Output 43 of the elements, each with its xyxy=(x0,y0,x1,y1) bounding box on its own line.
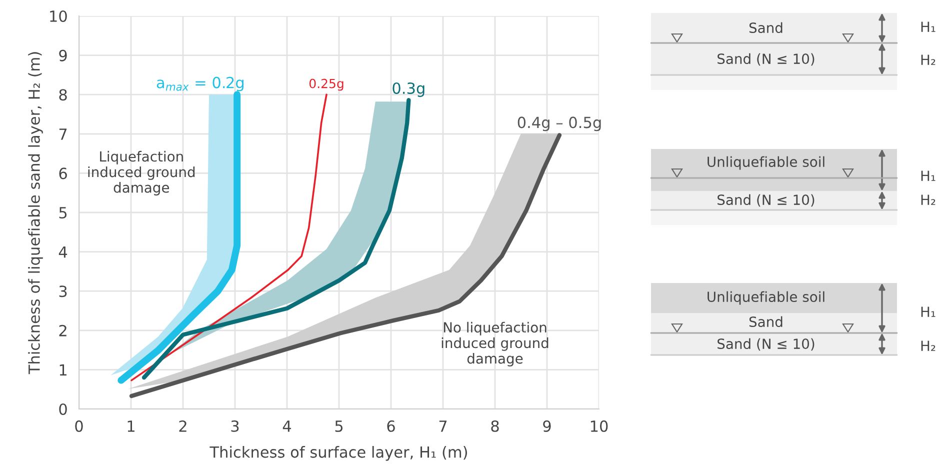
y-tick-label: 6 xyxy=(59,168,67,180)
x-tick-label: 2 xyxy=(179,420,186,432)
x-tick-label: 10 xyxy=(590,420,608,432)
text: Sand xyxy=(749,316,782,328)
x-axis-title: Thickness of surface layer, H₁ (m) xyxy=(210,446,467,461)
y-axis-title: Thickness of liquefiable sand layer, H₂ (m) xyxy=(28,52,43,374)
y-tick-label: 10 xyxy=(50,10,67,22)
x-tick-label: 1 xyxy=(128,420,134,432)
y-tick-label: 4 xyxy=(58,246,68,258)
y-tick-label: 5 xyxy=(59,207,67,219)
text: H₂ xyxy=(921,340,936,351)
text: Sand xyxy=(749,22,782,34)
text: H₂ xyxy=(921,54,936,65)
text: H₁ xyxy=(921,22,936,32)
text: Unliquefiable soil xyxy=(708,291,824,305)
series-label: a$_{max}$ = 0.2g xyxy=(156,76,244,92)
annotation: Liquefaction induced ground damage xyxy=(88,150,195,196)
y-tick-label: 9 xyxy=(59,50,67,62)
text: Unliquefiable soil xyxy=(708,156,824,170)
text: Sand (N ≤ 10) xyxy=(718,194,814,207)
series-label: 0.25g xyxy=(309,78,344,91)
y-tick-label: 3 xyxy=(59,286,67,298)
y-tick-label: 2 xyxy=(59,324,66,336)
y-tick-label: 0 xyxy=(59,403,67,416)
x-tick-label: 6 xyxy=(387,420,395,432)
x-tick-label: 9 xyxy=(543,420,551,432)
x-tick-label: 8 xyxy=(491,420,499,432)
x-tick-label: 7 xyxy=(439,420,447,432)
text: Sand (N ≤ 10) xyxy=(718,338,814,351)
text: Sand (N ≤ 10) xyxy=(718,53,814,66)
series-label: 0.3g xyxy=(392,82,424,97)
x-tick-label: 0 xyxy=(75,420,83,432)
text: H₁ xyxy=(921,306,936,317)
x-tick-label: 3 xyxy=(231,420,239,432)
y-tick-label: 1 xyxy=(60,364,66,376)
x-tick-label: 5 xyxy=(335,420,343,432)
annotation: No liquefaction induced ground damage xyxy=(442,322,548,366)
y-tick-label: 7 xyxy=(59,128,67,140)
text: H₂ xyxy=(921,194,936,205)
y-tick-label: 8 xyxy=(59,89,67,101)
series-label: 0.4g – 0.5g xyxy=(518,116,601,132)
x-tick-label: 4 xyxy=(282,420,292,432)
text: H₁ xyxy=(921,170,936,181)
